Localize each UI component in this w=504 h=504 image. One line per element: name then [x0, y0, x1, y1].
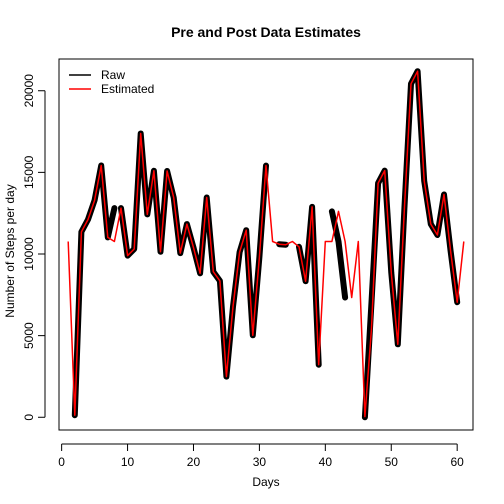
legend-label-estimated: Estimated — [101, 82, 154, 96]
y-axis-label: Number of Steps per day — [3, 184, 17, 317]
x-tick-label: 10 — [121, 455, 135, 469]
y-tick-label: 0 — [22, 414, 36, 421]
legend-label-raw: Raw — [101, 68, 125, 82]
x-tick-label: 60 — [450, 455, 464, 469]
chart-title: Pre and Post Data Estimates — [171, 24, 361, 40]
x-tick-label: 30 — [253, 455, 267, 469]
y-tick-label: 15000 — [22, 155, 36, 189]
y-tick-label: 10000 — [22, 237, 36, 271]
x-tick-label: 0 — [58, 455, 65, 469]
estimated-series-line — [67, 70, 465, 418]
plot-frame — [58, 58, 474, 431]
y-tick-label: 20000 — [22, 74, 36, 108]
raw-series-line — [328, 208, 349, 301]
y-tick-label: 5000 — [22, 322, 36, 349]
plot-area — [67, 68, 465, 421]
x-axis-label: Days — [252, 475, 279, 489]
x-tick-label: 50 — [385, 455, 399, 469]
axes: 0 10 20 30 40 50 60 0 5000 10000 15000 20000 — [22, 74, 464, 469]
x-tick-label: 40 — [319, 455, 333, 469]
x-tick-label: 20 — [187, 455, 201, 469]
